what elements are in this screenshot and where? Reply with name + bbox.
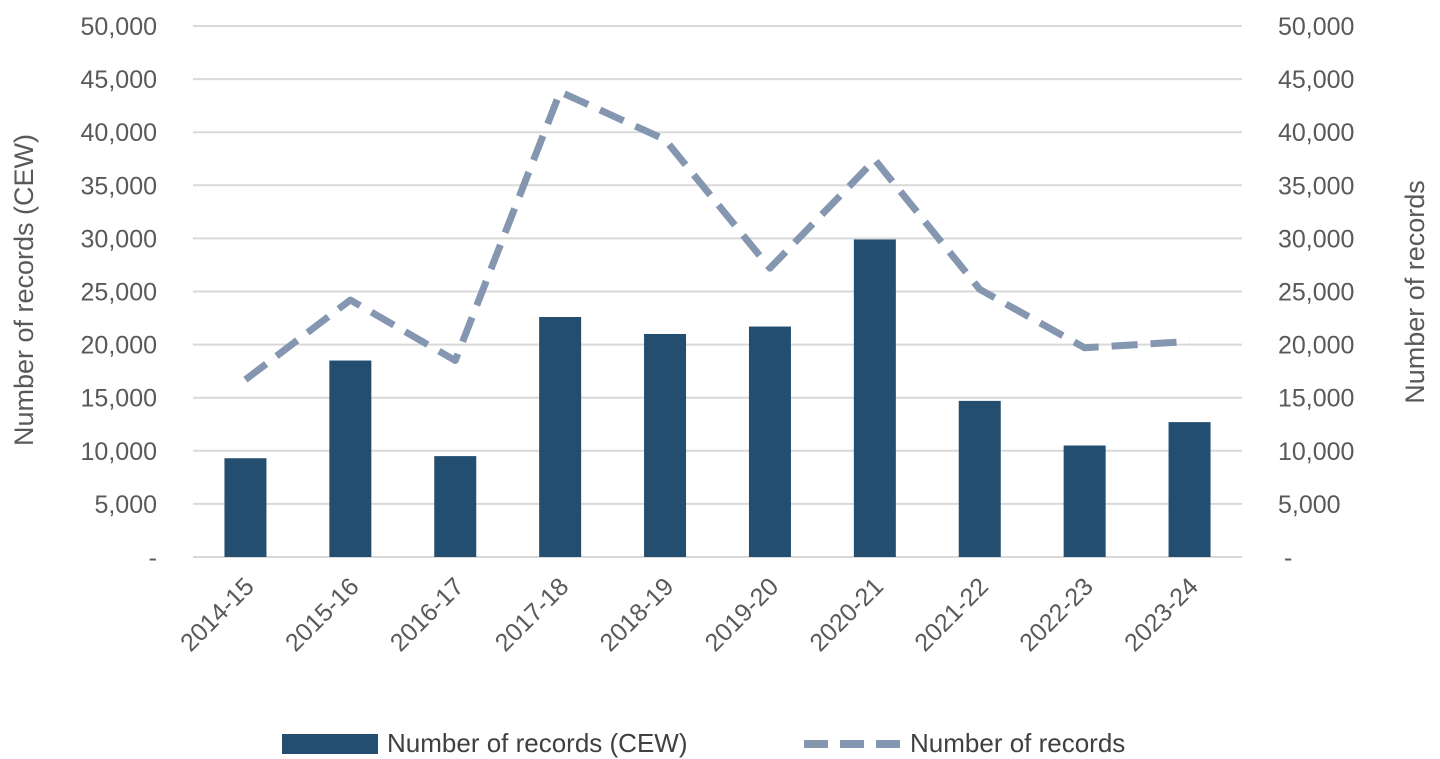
- bar-2016-17: [434, 456, 477, 557]
- bar-2018-19: [644, 333, 687, 557]
- legend: Number of records (CEW) Number of record…: [282, 728, 1125, 758]
- bar-2023-24: [1168, 422, 1211, 557]
- right-y-tick-label: 20,000: [1278, 332, 1354, 360]
- line-series-path: [243, 88, 1190, 383]
- right-y-tick-label: 25,000: [1278, 279, 1354, 307]
- left-y-tick-label: 15,000: [81, 385, 157, 413]
- right-y-axis-title: Number of records: [1400, 180, 1430, 404]
- legend-label-line: Number of records: [910, 728, 1125, 758]
- left-y-tick-label: 25,000: [81, 279, 157, 307]
- left-y-tick-label: 5,000: [94, 491, 157, 519]
- left-y-axis-ticks: - 5,000 10,000 15,000 20,000 25,000 30,000 35,0…: [81, 13, 157, 572]
- left-y-tick-label: 45,000: [81, 66, 157, 94]
- bar-2019-20: [748, 326, 791, 557]
- x-tick-label: 2022-23: [1014, 572, 1099, 657]
- legend-label-bar: Number of records (CEW): [387, 728, 688, 758]
- x-axis-tick-labels: 2014-15 2015-16 2016-17 2017-18 2018-19 2019-…: [175, 572, 1204, 657]
- line-series: [243, 88, 1190, 383]
- x-tick-label: 2018-19: [595, 572, 680, 657]
- right-y-tick-label: 30,000: [1278, 225, 1354, 253]
- right-y-tick-label: 50,000: [1278, 13, 1354, 41]
- x-tick-label: 2014-15: [175, 572, 260, 657]
- left-y-tick-label: -: [149, 544, 157, 572]
- right-y-tick-label: 40,000: [1278, 119, 1354, 147]
- bar-2021-22: [958, 400, 1001, 557]
- left-y-axis-title: Number of records (CEW): [9, 134, 39, 446]
- bar-2022-23: [1063, 445, 1106, 557]
- legend-swatch-bar: [282, 734, 378, 754]
- x-tick-label: 2021-22: [909, 572, 994, 657]
- right-y-axis-ticks: - 5,000 10,000 15,000 20,000 25,000 30,000 35,0…: [1278, 13, 1354, 572]
- right-y-tick-label: 45,000: [1278, 66, 1354, 94]
- bar-2015-16: [329, 360, 372, 557]
- left-y-tick-label: 40,000: [81, 119, 157, 147]
- x-tick-label: 2020-21: [804, 572, 889, 657]
- x-tick-label: 2019-20: [700, 572, 785, 657]
- right-y-tick-label: 15,000: [1278, 385, 1354, 413]
- left-y-tick-label: 20,000: [81, 332, 157, 360]
- bar-2020-21: [853, 239, 896, 557]
- x-tick-label: 2017-18: [490, 572, 575, 657]
- x-tick-label: 2015-16: [280, 572, 365, 657]
- left-y-tick-label: 10,000: [81, 438, 157, 466]
- x-tick-label: 2016-17: [385, 572, 470, 657]
- right-y-tick-label: 10,000: [1278, 438, 1354, 466]
- left-y-tick-label: 30,000: [81, 225, 157, 253]
- x-tick-label: 2023-24: [1119, 572, 1204, 657]
- right-y-tick-label: 5,000: [1278, 491, 1341, 519]
- left-y-tick-label: 35,000: [81, 172, 157, 200]
- bar-series: [224, 239, 1211, 557]
- right-y-tick-label: 35,000: [1278, 172, 1354, 200]
- left-y-tick-label: 50,000: [81, 13, 157, 41]
- bar-2017-18: [539, 316, 582, 557]
- right-y-tick-label: -: [1284, 544, 1292, 572]
- bar-2014-15: [224, 458, 267, 557]
